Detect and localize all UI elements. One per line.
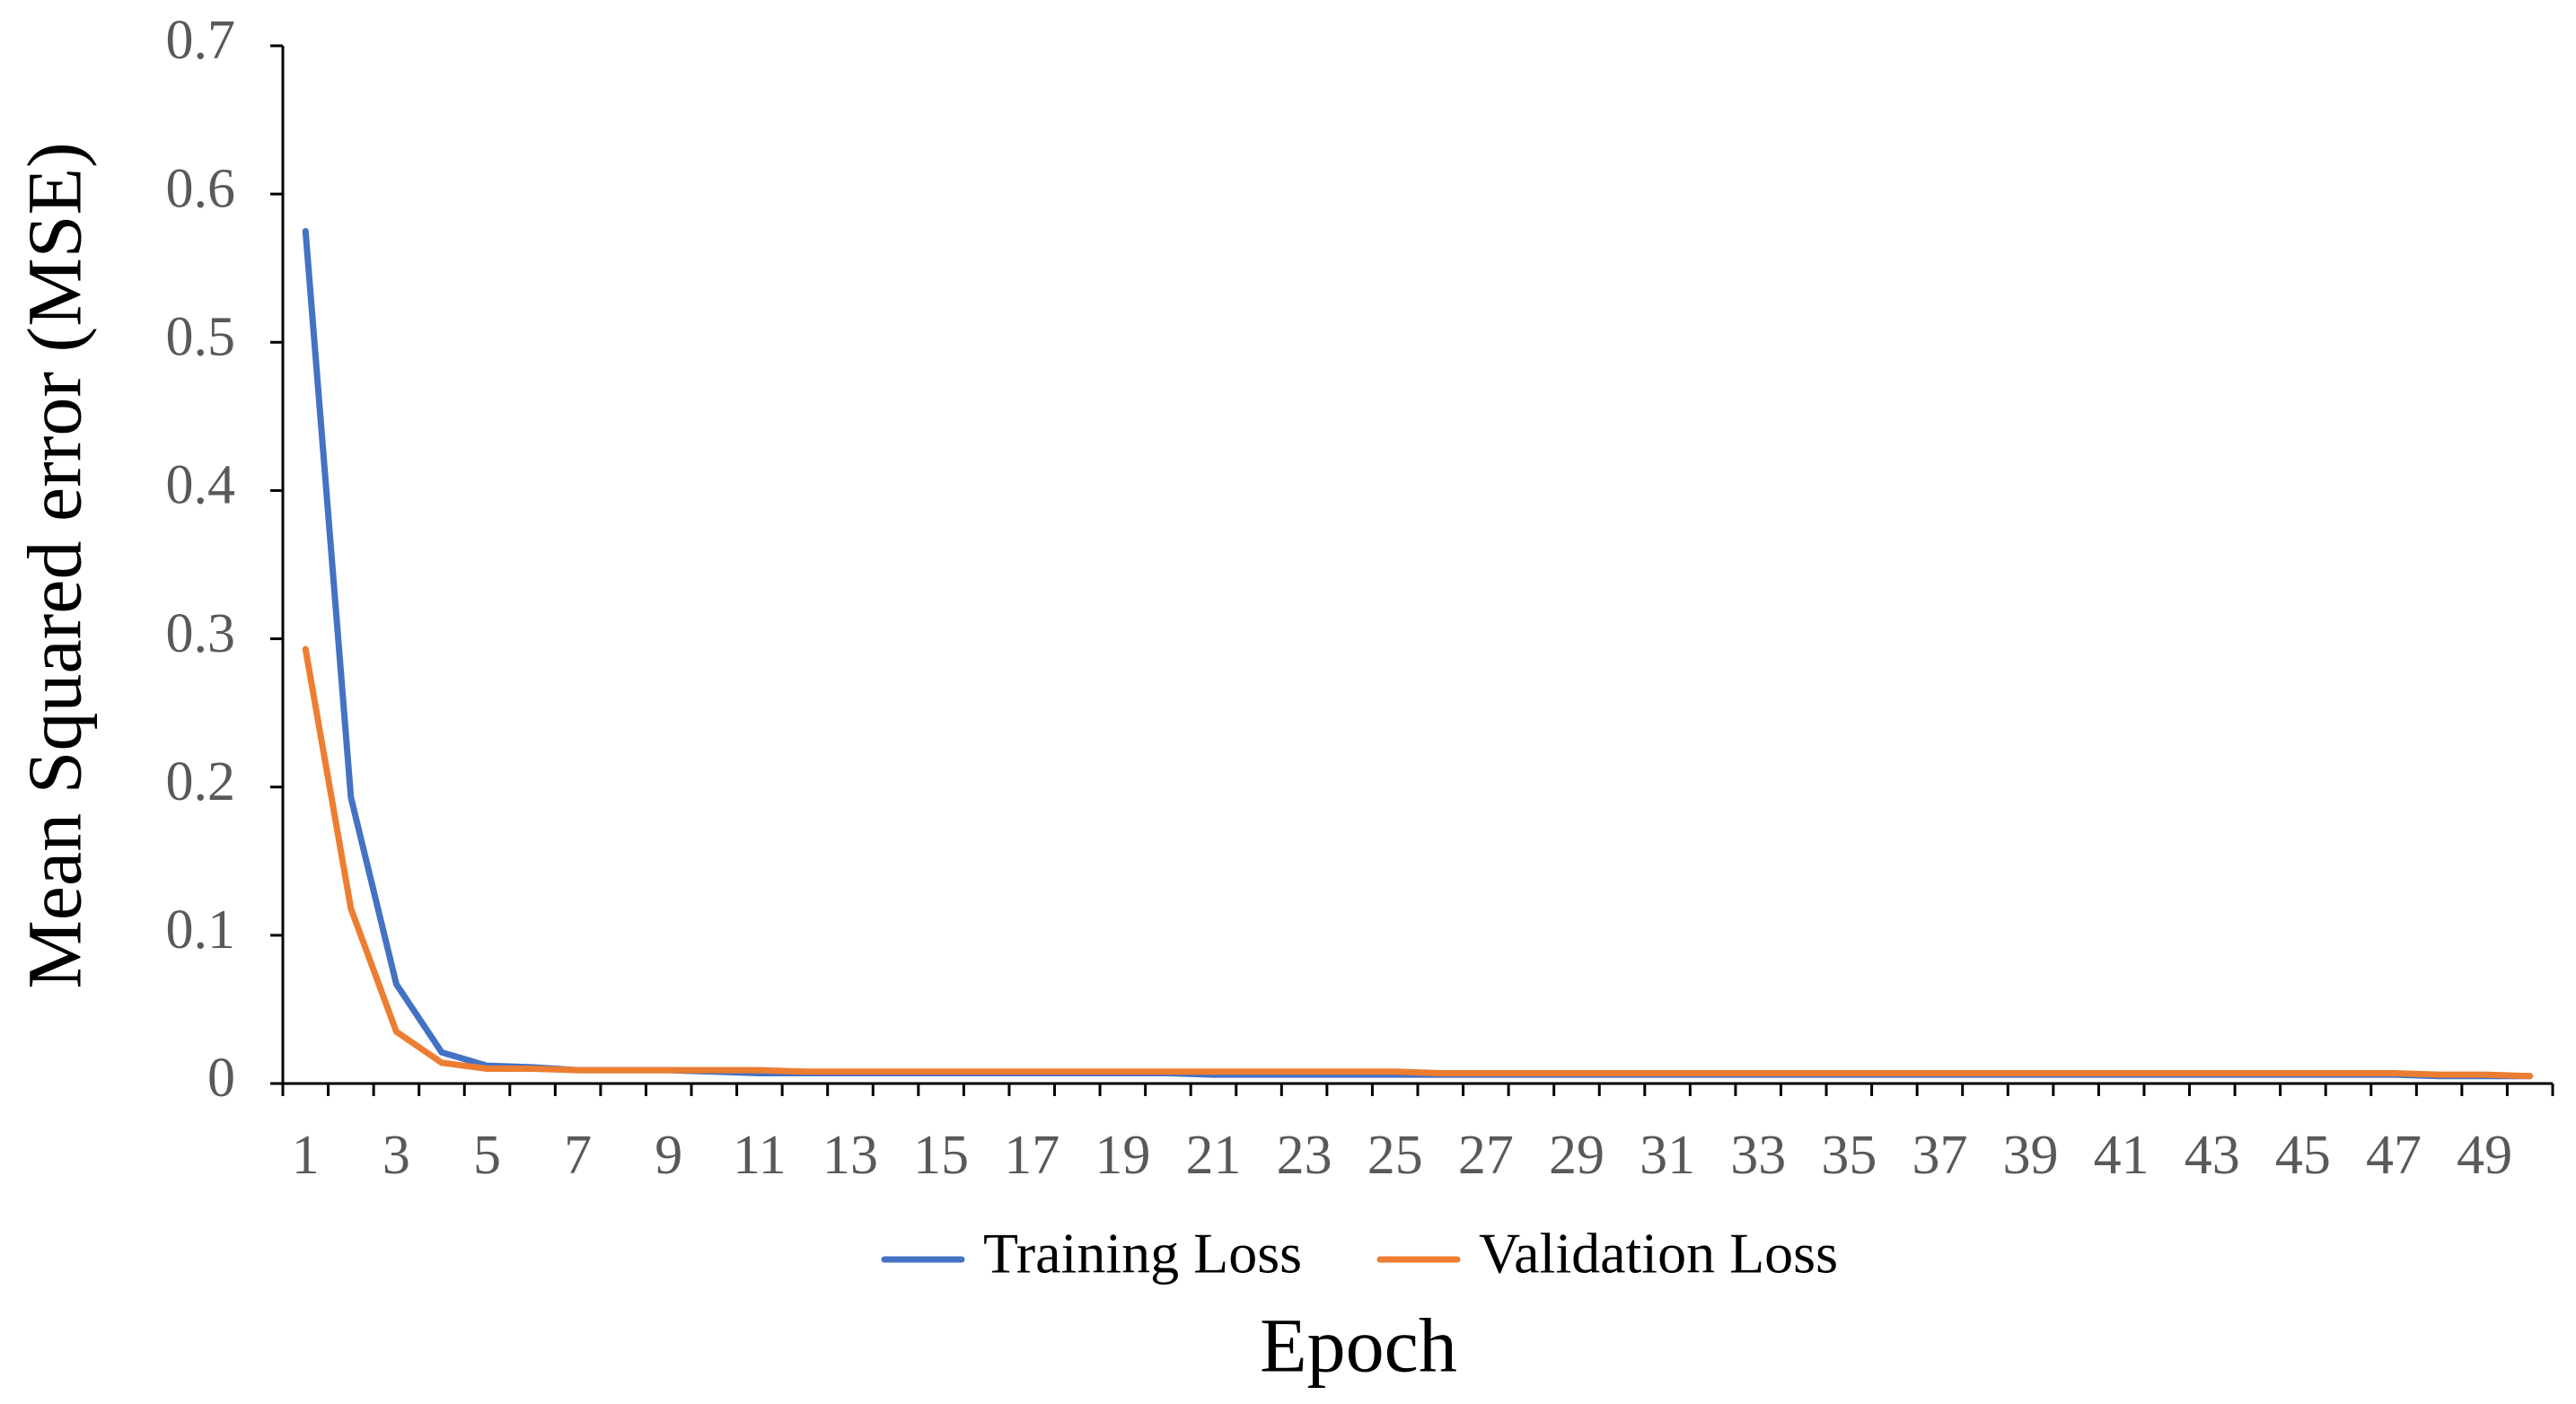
x-tick-label: 47 — [2366, 1125, 2422, 1186]
x-tick-label: 31 — [1640, 1125, 1695, 1186]
y-tick-label: 0.2 — [166, 751, 236, 812]
y-tick-label: 0 — [207, 1048, 235, 1109]
x-tick-label: 49 — [2457, 1125, 2512, 1186]
x-tick-label: 19 — [1095, 1125, 1150, 1186]
x-tick-label: 7 — [564, 1125, 592, 1186]
x-tick-label: 45 — [2275, 1125, 2331, 1186]
y-tick-label: 0.1 — [166, 899, 236, 961]
x-tick-label: 15 — [913, 1125, 969, 1186]
x-tick-label: 27 — [1458, 1125, 1514, 1186]
y-tick-label: 0.5 — [166, 307, 236, 368]
x-axis-title: Epoch — [1260, 1303, 1457, 1389]
x-tick-label: 3 — [382, 1125, 410, 1186]
x-tick-label: 37 — [1912, 1125, 1967, 1186]
x-tick-label: 23 — [1277, 1125, 1332, 1186]
x-tick-label: 17 — [1004, 1125, 1059, 1186]
x-tick-label: 1 — [292, 1125, 320, 1186]
x-tick-label: 43 — [2185, 1125, 2240, 1186]
x-tick-label: 39 — [2003, 1125, 2059, 1186]
x-tick-label: 41 — [2094, 1125, 2150, 1186]
x-tick-label: 33 — [1730, 1125, 1786, 1186]
y-tick-label: 0.7 — [166, 10, 236, 71]
series-line — [302, 645, 2534, 1080]
y-tick-label: 0.4 — [166, 455, 236, 516]
x-tick-label: 9 — [655, 1125, 682, 1186]
legend-label: Validation Loss — [1479, 1222, 1838, 1286]
x-tick-label: 13 — [822, 1125, 878, 1186]
y-axis-title: Mean Squared error (MSE) — [12, 142, 98, 988]
x-tick-label: 21 — [1185, 1125, 1241, 1186]
x-tick-label: 29 — [1549, 1125, 1605, 1186]
x-tick-label: 11 — [733, 1125, 787, 1186]
y-tick-label: 0.3 — [166, 603, 236, 664]
y-tick-label: 0.6 — [166, 158, 236, 219]
x-tick-label: 25 — [1367, 1125, 1423, 1186]
legend-label: Training Loss — [983, 1222, 1302, 1286]
x-tick-label: 5 — [473, 1125, 501, 1186]
x-tick-label: 35 — [1821, 1125, 1877, 1186]
